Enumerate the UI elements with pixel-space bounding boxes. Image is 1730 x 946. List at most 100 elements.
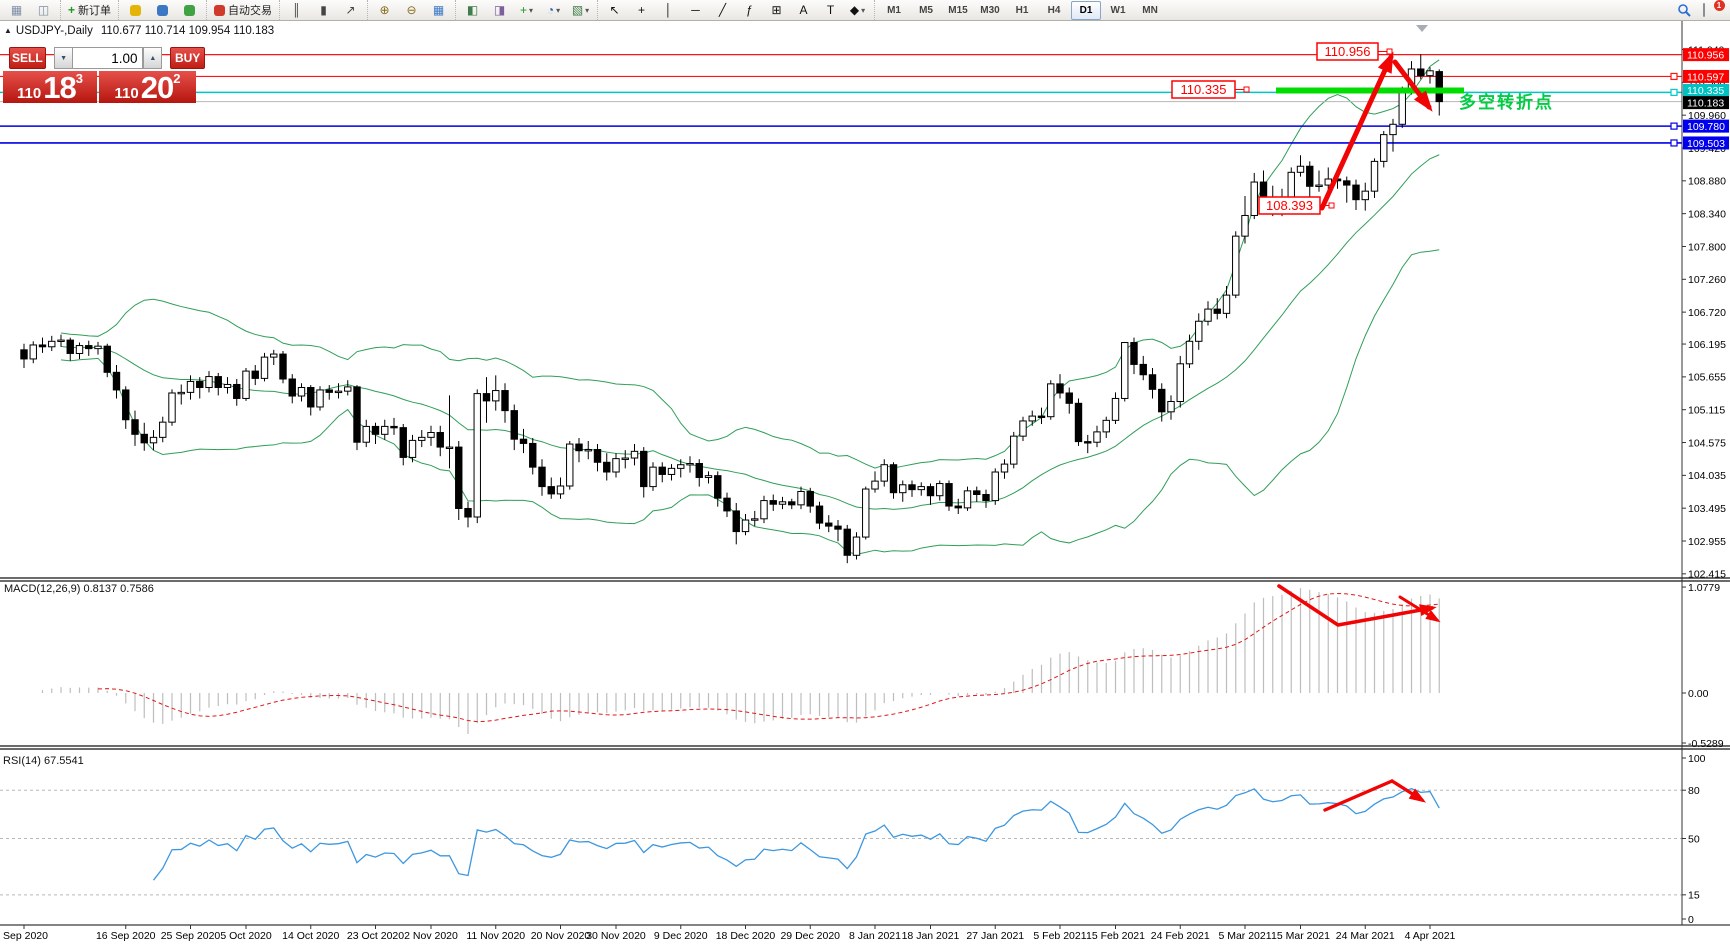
drawing-tools-group: ↖ + │ ─ ╱ ƒ ⊞ A T ◆ ▾	[597, 0, 874, 20]
timeframe-h1[interactable]: H1	[1015, 4, 1029, 16]
svg-text:25 Sep 2020: 25 Sep 2020	[161, 930, 221, 942]
template-icon: ▧	[571, 3, 584, 17]
notifications-button[interactable]: 1	[1698, 0, 1725, 20]
collapse-panel-icon[interactable]: ▲	[4, 26, 12, 35]
annotation-note-text[interactable]: 多空转折点	[1459, 92, 1554, 112]
buy-price-point: 2	[173, 71, 181, 86]
svg-text:18 Jan 2021: 18 Jan 2021	[902, 930, 960, 942]
panel-separators[interactable]	[0, 20, 1730, 926]
arrowhead	[1425, 609, 1441, 623]
line-drag-marker[interactable]	[1670, 88, 1678, 96]
toolbar-right-group: 1	[1670, 0, 1730, 20]
bar-chart-icon[interactable]: ║	[284, 1, 309, 20]
buy-button[interactable]: BUY	[170, 47, 205, 69]
dropdown-caret-icon: ▾	[529, 5, 534, 15]
svg-text:109.780: 109.780	[1687, 121, 1725, 133]
timeframe-m1[interactable]: M1	[887, 4, 901, 16]
svg-text:4 Apr 2021: 4 Apr 2021	[1405, 930, 1456, 942]
chart-shift-marker[interactable]	[1416, 25, 1428, 32]
sell-quote[interactable]: 110 18 3	[3, 71, 97, 103]
label-icon[interactable]: T	[818, 1, 843, 20]
svg-text:15 Mar 2021: 15 Mar 2021	[1271, 930, 1330, 942]
autotrading-button[interactable]: 自动交易	[211, 1, 275, 20]
svg-text:9 Dec 2020: 9 Dec 2020	[654, 930, 708, 942]
period-clock-icon[interactable]: ◔ ▾	[541, 1, 566, 20]
timeframe-mn[interactable]: MN	[1142, 4, 1158, 16]
ohlc-values: 110.677 110.714 109.954 110.183	[100, 25, 275, 37]
period-clock-icon: ◔	[546, 3, 555, 17]
timeframe-h4[interactable]: H4	[1047, 4, 1061, 16]
drawn-annotations[interactable]: 110.956 110.335 108.393 多空转折点	[1171, 42, 1554, 812]
price-axis: 111.040110.500109.960109.420108.880108.3…	[1682, 44, 1726, 926]
svg-text:104.575: 104.575	[1688, 437, 1726, 449]
rsi-indicator-label: RSI(14) 67.5541	[3, 755, 84, 767]
svg-text:108.880: 108.880	[1688, 176, 1726, 188]
date-axis: Sep 2020 16 Sep 2020 25 Sep 2020 5 Oct 2020…	[3, 925, 1456, 942]
fibonacci-icon[interactable]: ƒ	[737, 1, 762, 20]
zoom-in-icon[interactable]: ⊕	[372, 1, 397, 20]
signals-icon[interactable]	[177, 1, 202, 20]
svg-text:110.335: 110.335	[1180, 82, 1226, 97]
horizontal-line-icon[interactable]: ─	[683, 1, 708, 20]
search-button[interactable]	[1671, 1, 1696, 20]
dropdown-caret-icon: ▾	[861, 5, 866, 15]
svg-text:20 Nov 2020: 20 Nov 2020	[531, 930, 591, 942]
timeframe-d1[interactable]: D1	[1071, 0, 1102, 20]
market-watch-icon[interactable]: ◫	[31, 1, 56, 20]
volume-decrease-button[interactable]: ▼	[53, 47, 73, 69]
timeframe-m15[interactable]: M15	[948, 4, 968, 16]
sell-button[interactable]: SELL	[9, 47, 46, 69]
svg-text:106.195: 106.195	[1688, 339, 1726, 351]
rsi-line	[152, 787, 1440, 881]
chart-header: ▲ USDJPY-,Daily 110.677 110.714 109.954 11…	[4, 25, 274, 37]
chart-window-icon[interactable]: ▦	[4, 1, 29, 20]
indicators-icon[interactable]: ◧	[460, 1, 485, 20]
trendline-icon[interactable]: ╱	[710, 1, 735, 20]
svg-text:102.415: 102.415	[1688, 569, 1726, 581]
tile-windows-icon: ▦	[432, 3, 445, 17]
add-indicator-icon[interactable]: + ▾	[514, 1, 539, 20]
zoom-out-icon[interactable]: ⊖	[399, 1, 424, 20]
window-tools-group: ▦ ◫	[0, 0, 60, 20]
volume-increase-button[interactable]: ▲	[143, 47, 163, 69]
line-chart-icon[interactable]: ↗	[338, 1, 363, 20]
text-icon[interactable]: A	[791, 1, 816, 20]
buy-quote[interactable]: 110 20 2	[99, 71, 196, 103]
community-icon[interactable]	[150, 1, 175, 20]
line-drag-marker[interactable]	[1670, 139, 1678, 147]
shapes-icon[interactable]: ◆ ▾	[845, 1, 870, 20]
crosshair-icon[interactable]: +	[629, 1, 654, 20]
timeframe-w1[interactable]: W1	[1110, 4, 1126, 16]
arrowhead	[1408, 788, 1427, 803]
vertical-line-icon[interactable]: │	[656, 1, 681, 20]
trend-arrow[interactable]	[1319, 54, 1394, 211]
grid-icon[interactable]: ⊞	[764, 1, 789, 20]
signals-icon	[184, 4, 196, 16]
svg-text:24 Feb 2021: 24 Feb 2021	[1151, 930, 1210, 942]
alerts-icon[interactable]	[123, 1, 148, 20]
timeframe-m5[interactable]: M5	[919, 4, 933, 16]
new-order-button[interactable]: + 新订单	[65, 1, 114, 20]
trend-arrow[interactable]	[1277, 584, 1434, 627]
line-drag-marker[interactable]	[1670, 72, 1678, 81]
volume-input[interactable]	[72, 47, 144, 69]
timeframe-m30[interactable]: M30	[980, 4, 1000, 16]
line-drag-marker[interactable]	[1670, 122, 1678, 130]
svg-text:50: 50	[1688, 833, 1700, 845]
candlestick-chart-icon[interactable]: ▮	[311, 1, 336, 20]
svg-text:104.035: 104.035	[1688, 470, 1726, 482]
template-icon[interactable]: ▧ ▾	[568, 1, 593, 20]
sell-price-big-figure: 110	[17, 85, 42, 102]
service-tools-group	[118, 0, 206, 20]
profiles-icon[interactable]: ◨	[487, 1, 512, 20]
quote-row: 110 18 3 110 20 2	[3, 71, 205, 103]
svg-text:15: 15	[1688, 890, 1700, 902]
tile-windows-icon[interactable]: ▦	[426, 1, 451, 20]
trend-arrow[interactable]	[1323, 779, 1394, 812]
cursor-icon[interactable]: ↖	[602, 1, 627, 20]
svg-text:11 Nov 2020: 11 Nov 2020	[466, 930, 525, 942]
svg-text:105.655: 105.655	[1688, 372, 1726, 384]
